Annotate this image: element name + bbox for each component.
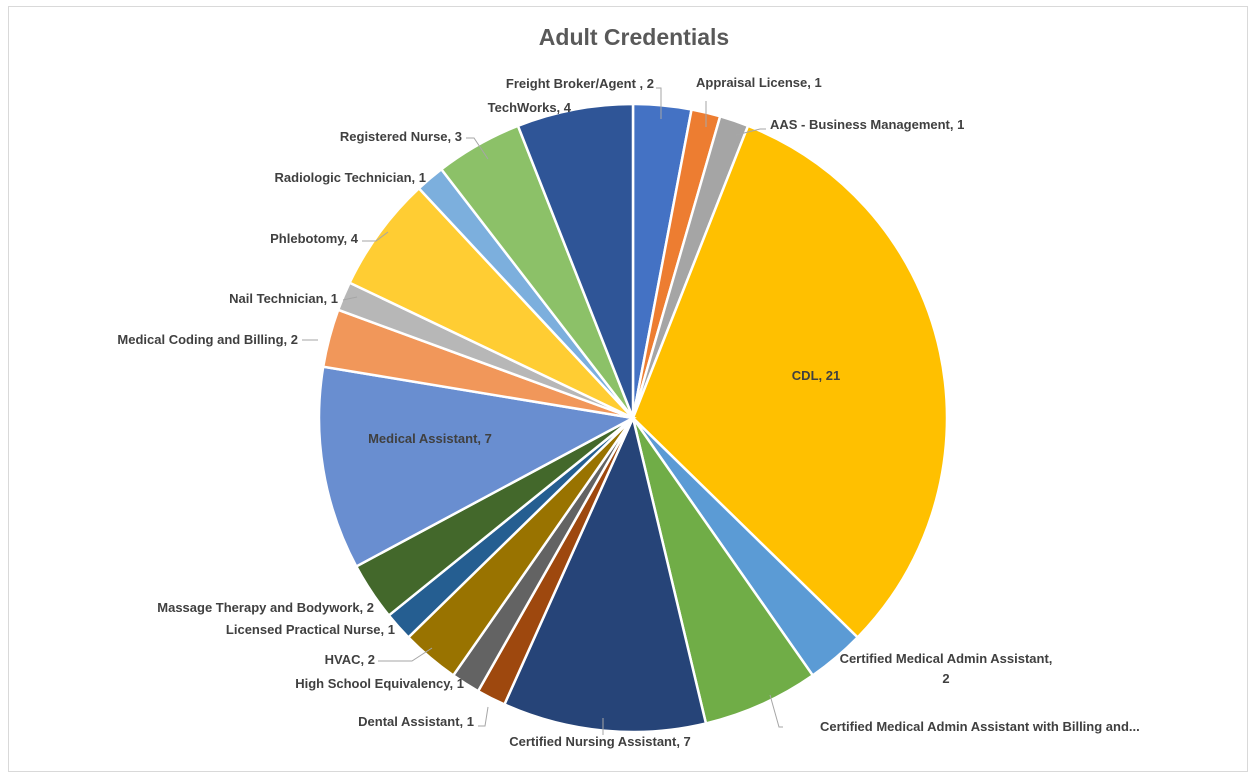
data-label-appraisal-license: Appraisal License, 1: [696, 75, 822, 90]
data-label-registered-nurse: Registered Nurse, 3: [340, 129, 462, 144]
leader-line-nail-technician: [342, 296, 358, 301]
leader-line-phlebotomy: [362, 231, 389, 242]
leader-line-hvac: [378, 647, 433, 662]
data-label-medical-coding-and-billing: Medical Coding and Billing, 2: [117, 332, 298, 347]
data-label-massage-therapy-and-bodywork: Massage Therapy and Bodywork, 2: [157, 600, 374, 615]
pie-slice-certified-nursing-assistant: [502, 414, 708, 734]
data-label-nail-technician: Nail Technician, 1: [229, 291, 338, 306]
data-label-certified-nursing-assistant: Certified Nursing Assistant, 7: [509, 734, 691, 749]
data-label-hvac: HVAC, 2: [325, 652, 375, 667]
data-label-techworks: TechWorks, 4: [488, 100, 572, 115]
leader-line-dental-assistant: [478, 706, 489, 727]
data-label-phlebotomy: Phlebotomy, 4: [270, 231, 359, 246]
pie-slices: [317, 102, 949, 734]
pie-slice-cdl: [631, 124, 949, 640]
data-label-licensed-practical-nurse: Licensed Practical Nurse, 1: [226, 622, 395, 637]
data-label-radiologic-technician: Radiologic Technician, 1: [275, 170, 426, 185]
leader-line-aas-business-management: [735, 128, 766, 136]
leader-line-certified-medical-admin-assistant-with-billing-and: [769, 694, 783, 728]
data-label-cdl: CDL, 21: [792, 368, 840, 383]
chart-title: Adult Credentials: [539, 24, 729, 50]
leader-line-freight-broker-agent: [656, 87, 662, 119]
data-label-aas-business-management: AAS - Business Management, 1: [770, 117, 964, 132]
data-label-certified-medical-admin-assistant-value: 2: [942, 671, 949, 686]
pie-slice-techworks: [516, 102, 635, 419]
pie-slice-medical-assistant: [317, 365, 637, 569]
data-labels: Freight Broker/Agent , 2 Appraisal Licens…: [117, 75, 1139, 749]
data-label-high-school-equivalency: High School Equivalency, 1: [295, 676, 464, 691]
leader-lines: [302, 87, 783, 735]
data-label-certified-medical-admin-assistant-with-billing-and: Certified Medical Admin Assistant with B…: [820, 719, 1140, 734]
data-label-certified-medical-admin-assistant: Certified Medical Admin Assistant,: [840, 651, 1053, 666]
data-label-freight-broker-agent: Freight Broker/Agent , 2: [506, 76, 654, 91]
leader-line-registered-nurse: [466, 137, 489, 160]
data-label-dental-assistant: Dental Assistant, 1: [358, 714, 474, 729]
data-label-medical-assistant: Medical Assistant, 7: [368, 431, 492, 446]
